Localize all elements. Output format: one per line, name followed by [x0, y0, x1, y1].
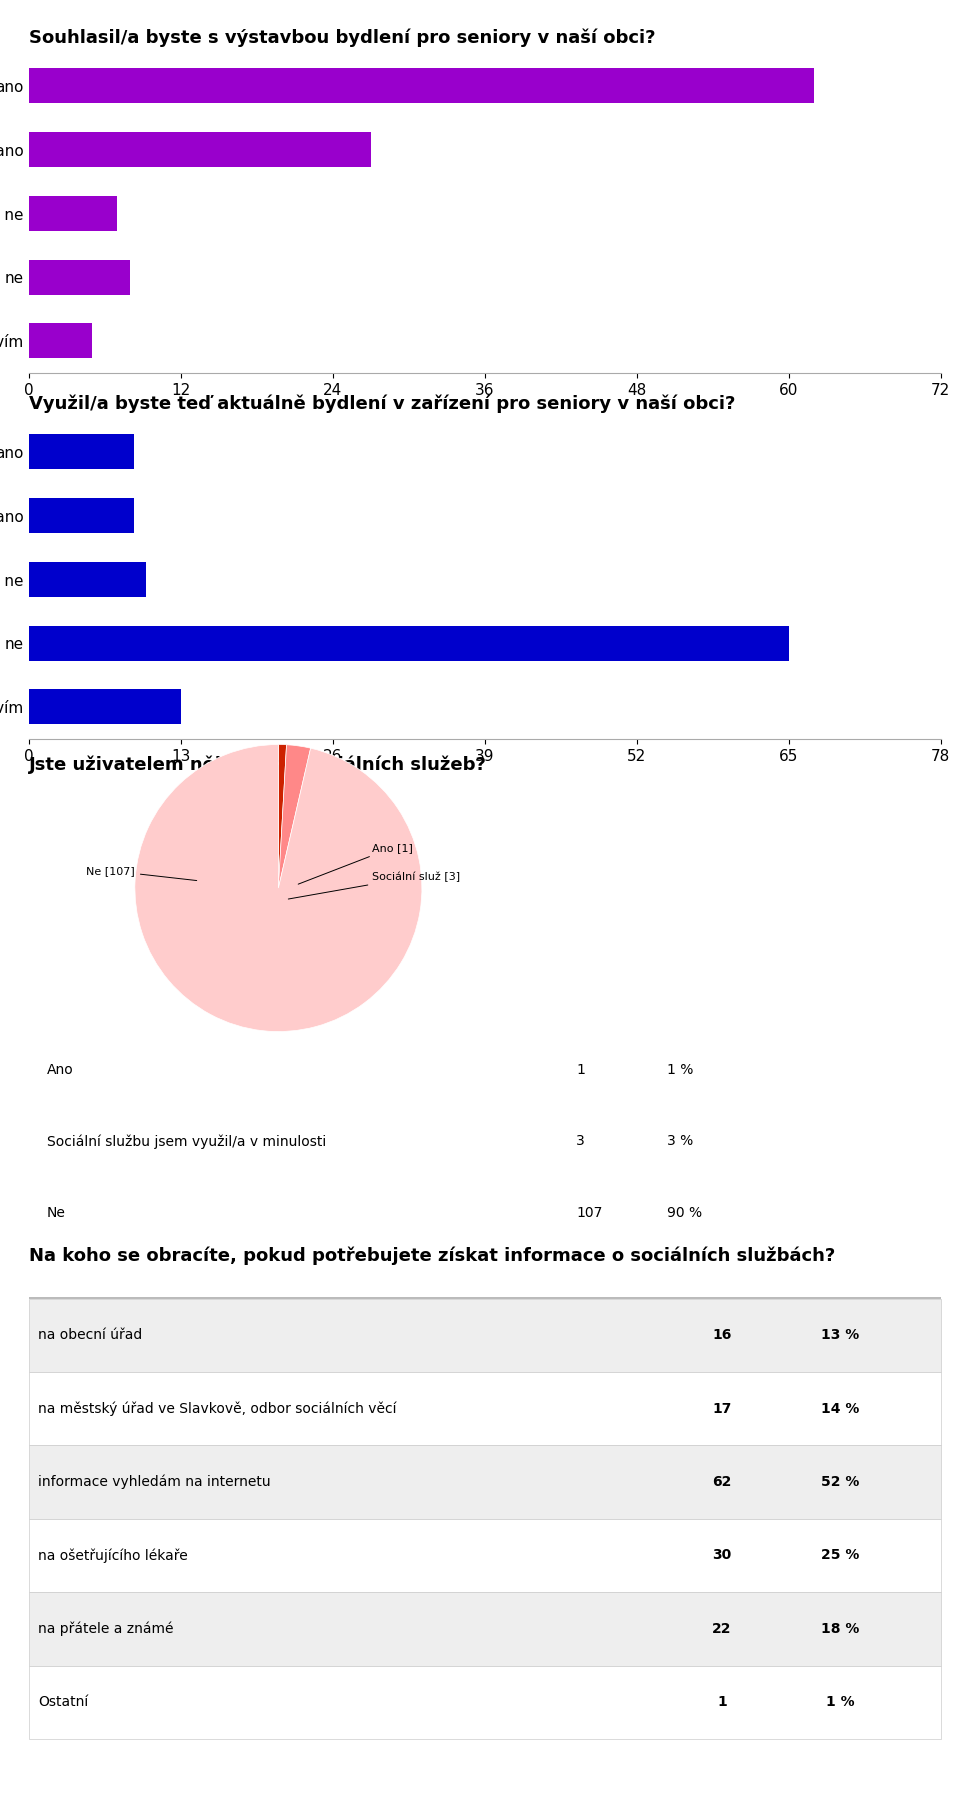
Bar: [29, 260, 131, 294]
Text: 25 %: 25 %: [822, 1548, 859, 1563]
Bar: [29, 689, 180, 725]
Text: na obecní úřad: na obecní úřad: [38, 1328, 142, 1342]
Text: 22: 22: [712, 1622, 732, 1636]
Text: Sociální služ [3]: Sociální služ [3]: [288, 872, 460, 899]
Text: 62: 62: [712, 1475, 732, 1489]
Wedge shape: [278, 745, 311, 888]
Text: Využil/a byste teď aktuálně bydlení v zařízení pro seniory v naší obci?: Využil/a byste teď aktuálně bydlení v za…: [29, 395, 735, 413]
Text: 90 %: 90 %: [667, 1206, 703, 1220]
Text: 1: 1: [576, 1062, 585, 1076]
Text: 16: 16: [712, 1328, 732, 1342]
Text: 30: 30: [712, 1548, 732, 1563]
Text: Ne [107]: Ne [107]: [86, 867, 197, 881]
Bar: [29, 1665, 941, 1738]
Text: na přátele a známé: na přátele a známé: [38, 1622, 174, 1636]
Bar: [29, 68, 814, 104]
Bar: [29, 196, 117, 231]
Bar: [29, 1593, 941, 1665]
Bar: [29, 323, 92, 359]
Text: 1 %: 1 %: [827, 1695, 854, 1710]
Text: 17: 17: [712, 1401, 732, 1415]
Bar: [29, 1299, 941, 1372]
Text: na městský úřad ve Slavkově, odbor sociálních věcí: na městský úřad ve Slavkově, odbor sociá…: [38, 1401, 396, 1415]
Bar: [29, 133, 371, 167]
Bar: [29, 1520, 941, 1593]
Text: 13 %: 13 %: [822, 1328, 859, 1342]
Text: Ano [1]: Ano [1]: [299, 843, 413, 884]
Text: Ostatní: Ostatní: [38, 1695, 88, 1710]
Text: informace vyhledám na internetu: informace vyhledám na internetu: [38, 1475, 271, 1489]
Text: 1 %: 1 %: [667, 1062, 693, 1076]
Bar: [29, 1446, 941, 1520]
Text: 52 %: 52 %: [822, 1475, 859, 1489]
Text: 14 %: 14 %: [822, 1401, 859, 1415]
Text: na ošetřujícího lékaře: na ošetřujícího lékaře: [38, 1548, 187, 1563]
Text: 3 %: 3 %: [667, 1134, 693, 1148]
Text: Souhlasil/a byste s výstavbou bydlení pro seniory v naší obci?: Souhlasil/a byste s výstavbou bydlení pr…: [29, 29, 656, 47]
Text: Jste uživatelem některé ze sociálních služeb?: Jste uživatelem některé ze sociálních sl…: [29, 755, 487, 775]
Text: 1: 1: [717, 1695, 727, 1710]
Text: Na koho se obracíte, pokud potřebujete získat informace o sociálních službách?: Na koho se obracíte, pokud potřebujete z…: [29, 1247, 835, 1265]
Wedge shape: [278, 745, 286, 888]
Bar: [29, 499, 134, 533]
Text: 3: 3: [576, 1134, 585, 1148]
Text: Sociální službu jsem využil/a v minulosti: Sociální službu jsem využil/a v minulost…: [47, 1134, 326, 1148]
Bar: [29, 562, 146, 597]
Text: 107: 107: [576, 1206, 602, 1220]
Wedge shape: [135, 745, 421, 1032]
Text: Ano: Ano: [47, 1062, 74, 1076]
Bar: [29, 1372, 941, 1446]
Bar: [29, 626, 789, 660]
Text: Ne: Ne: [47, 1206, 66, 1220]
Bar: [29, 434, 134, 470]
Text: 18 %: 18 %: [822, 1622, 859, 1636]
